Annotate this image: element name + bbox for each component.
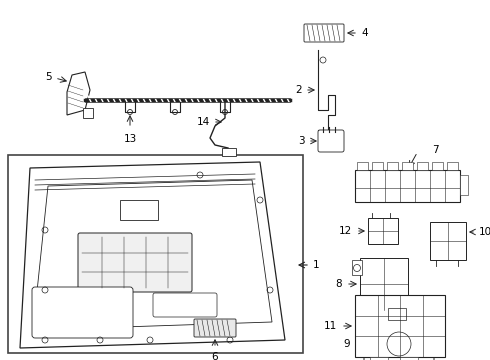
FancyBboxPatch shape [153, 293, 217, 317]
FancyBboxPatch shape [194, 319, 236, 337]
Text: 6: 6 [212, 352, 219, 360]
Bar [388, 308, 406, 320]
Text: 8: 8 [335, 279, 342, 289]
Text: 12: 12 [339, 226, 352, 236]
Bar [432, 162, 443, 170]
FancyBboxPatch shape [78, 233, 192, 292]
Bar [447, 162, 458, 170]
Bar [370, 357, 388, 360]
Bar [368, 218, 398, 244]
Bar [355, 170, 460, 202]
Text: 7: 7 [433, 145, 439, 155]
Text: 4: 4 [361, 28, 368, 38]
Bar [83, 108, 93, 118]
FancyBboxPatch shape [304, 24, 344, 42]
Bar [222, 148, 236, 156]
Bar [8, 155, 303, 353]
Bar [430, 222, 466, 260]
Text: 1: 1 [313, 260, 319, 270]
Bar [120, 200, 158, 220]
FancyBboxPatch shape [32, 287, 133, 338]
Text: 13: 13 [123, 134, 137, 144]
Text: 3: 3 [298, 136, 305, 146]
Bar [355, 295, 445, 357]
Bar [357, 162, 368, 170]
FancyBboxPatch shape [364, 314, 434, 360]
Text: 11: 11 [324, 321, 337, 331]
Bar [400, 357, 418, 360]
Text: 14: 14 [197, 117, 210, 127]
Bar [372, 162, 383, 170]
Polygon shape [318, 50, 335, 130]
Text: 2: 2 [295, 85, 302, 95]
Bar [387, 162, 398, 170]
Bar [352, 260, 362, 275]
Bar [460, 175, 468, 195]
FancyBboxPatch shape [318, 130, 344, 152]
Text: 10: 10 [479, 227, 490, 237]
Bar [360, 258, 408, 310]
Bar [417, 162, 428, 170]
Bar [402, 162, 413, 170]
Text: 5: 5 [46, 72, 52, 82]
Text: 9: 9 [343, 339, 350, 349]
